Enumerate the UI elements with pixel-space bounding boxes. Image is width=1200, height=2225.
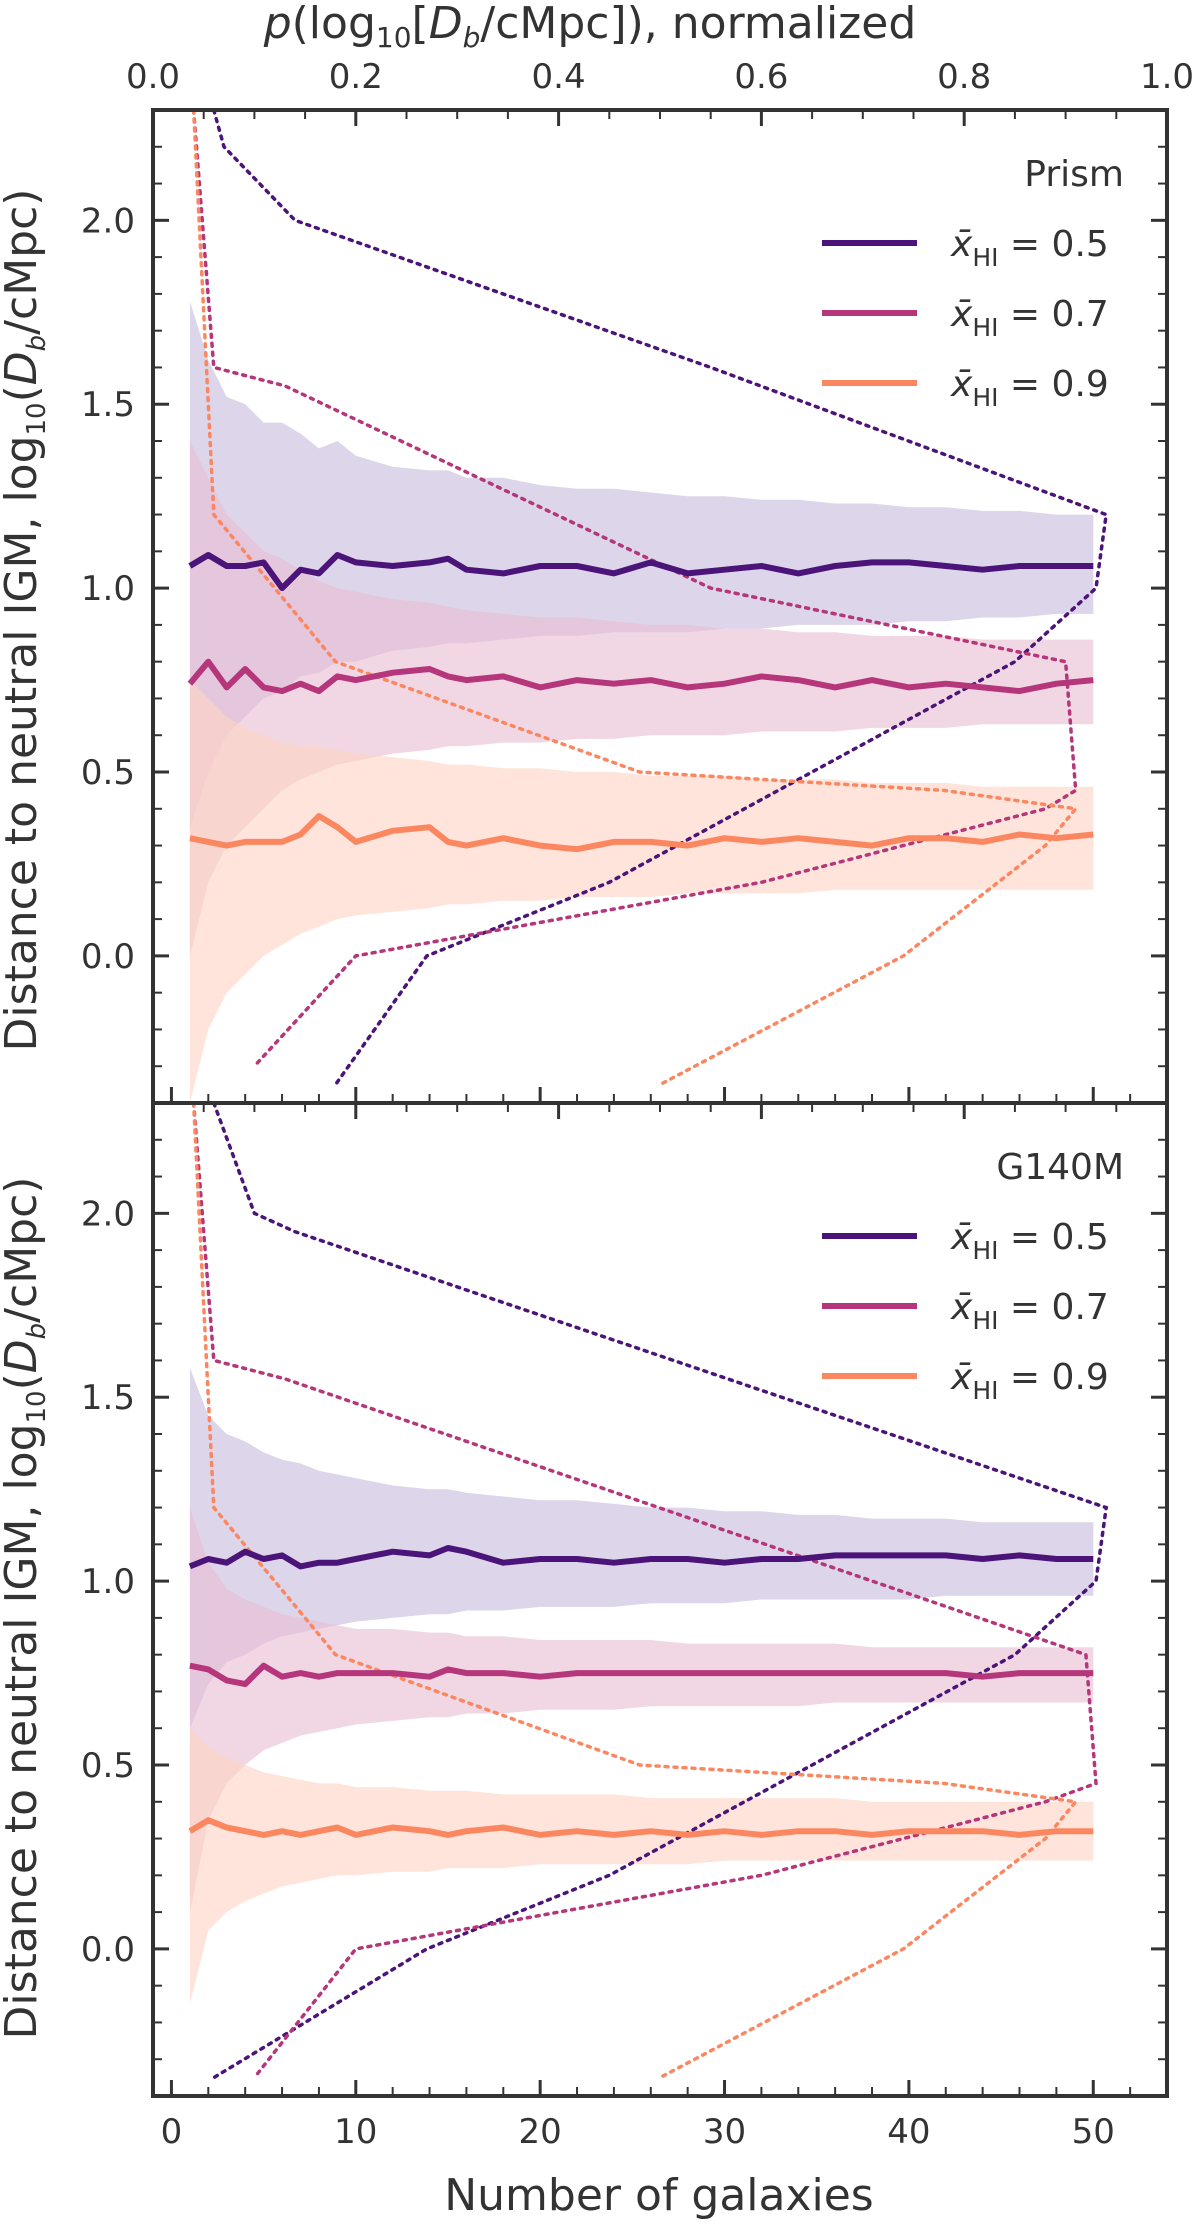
top-tick-label: 1.0 — [1140, 57, 1194, 97]
plot-area — [187, 110, 1109, 1103]
legend-label-g140m-0: x̄HI = 0.5 — [950, 1217, 1109, 1265]
distribution-g140m-1 — [191, 1103, 1098, 2080]
distribution-prism-1 — [191, 110, 1078, 1068]
legend-prism: Prism x̄HI = 0.5 x̄HI = 0.7 x̄HI = 0.9 — [822, 154, 1124, 412]
panel-g140m: 0.0 0.5 1.0 1.5 2.0 G140M x̄HI = 0.5 x̄HI = 0.7… — [81, 1101, 1169, 2098]
band-g140m-2 — [189, 1728, 1094, 2005]
legend-title-g140m: G140M — [996, 1147, 1124, 1188]
x-tick-label: 10 — [334, 2112, 377, 2152]
x-tick-label: 30 — [703, 2112, 746, 2152]
panel-prism: 0.0 0.5 1.0 1.5 2.0 Prism x̄HI = 0.5 x̄HI = 0.7… — [81, 108, 1169, 1105]
median-line-prism-1 — [187, 658, 1094, 695]
median-line-g140m-2 — [188, 1817, 1094, 1838]
y-tick-label-g140m: 1.5 — [81, 1378, 135, 1418]
y-tick-label-prism: 2.0 — [81, 201, 135, 241]
top-tick-label: 0.4 — [532, 57, 586, 97]
x-tick-label: 40 — [887, 2112, 930, 2152]
x-tick-label: 0 — [161, 2112, 183, 2152]
y-tick-label-prism: 1.0 — [81, 569, 135, 609]
top-tick-label: 0.2 — [329, 57, 383, 97]
y-tick-label-g140m: 1.0 — [81, 1562, 135, 1602]
median-line-g140m-0 — [188, 1545, 1094, 1570]
y-tick-label-g140m: 0.0 — [81, 1930, 135, 1970]
y-axis-title-top: Distance to neutral IGM, log10(Db/cMpc) — [0, 189, 52, 1052]
x-tick-label: 20 — [519, 2112, 562, 2152]
top-tick-label: 0.0 — [126, 57, 180, 97]
median-line-prism-2 — [189, 813, 1094, 853]
y-axis-title-bottom: Distance to neutral IGM, log10(Db/cMpc) — [0, 1177, 52, 2040]
top-tick-label: 0.8 — [937, 57, 991, 97]
legend-label-prism-2: x̄HI = 0.9 — [950, 364, 1109, 412]
band-prism-1 — [189, 441, 1094, 956]
top-axis-title: p(log10[Db/cMpc]), normalized — [263, 0, 917, 54]
band-g140m-0 — [189, 1367, 1094, 1729]
y-tick-label-prism: 0.0 — [81, 937, 135, 977]
distribution-prism-0 — [212, 110, 1109, 1087]
y-tick-label-prism: 1.5 — [81, 385, 135, 425]
legend-label-prism-0: x̄HI = 0.5 — [950, 224, 1109, 272]
axes-frame: 0.0 0.2 0.4 0.6 0.8 1.0 0 10 20 30 40 50 — [126, 57, 1194, 2152]
legend-g140m: G140M x̄HI = 0.5 x̄HI = 0.7 x̄HI = 0.9 — [822, 1147, 1124, 1405]
median-line-g140m-1 — [189, 1662, 1094, 1688]
legend-label-g140m-1: x̄HI = 0.7 — [950, 1287, 1109, 1335]
x-axis-title: Number of galaxies — [444, 2170, 873, 2221]
median-line-prism-0 — [188, 552, 1094, 592]
band-prism-2 — [189, 680, 1094, 1103]
legend-label-prism-1: x̄HI = 0.7 — [950, 294, 1109, 342]
band-g140m-1 — [189, 1507, 1094, 1913]
y-tick-label-prism: 0.5 — [81, 753, 135, 793]
x-tick-label: 50 — [1072, 2112, 1115, 2152]
plot-area — [188, 1103, 1109, 2080]
y-tick-label-g140m: 2.0 — [81, 1194, 135, 1234]
distribution-g140m-0 — [212, 1103, 1109, 2080]
legend-label-g140m-2: x̄HI = 0.9 — [950, 1357, 1109, 1405]
legend-title-prism: Prism — [1024, 154, 1124, 195]
top-tick-label: 0.6 — [734, 57, 788, 97]
y-tick-label-g140m: 0.5 — [81, 1746, 135, 1786]
